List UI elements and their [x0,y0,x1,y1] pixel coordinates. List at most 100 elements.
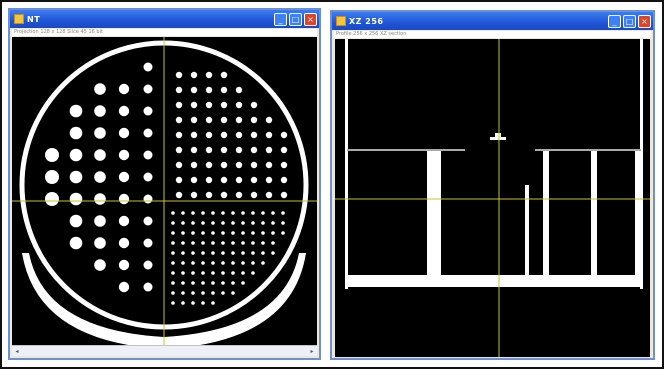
phantom-hole [205,146,213,154]
right-maximize-button[interactable]: □ [623,14,636,28]
phantom-hole [220,131,228,139]
phantom-hole [220,191,228,199]
phantom-hole [221,211,225,215]
phantom-hole [211,231,215,235]
phantom-hole [241,221,245,225]
phantom-hole [211,301,215,305]
phantom-hole [221,261,225,265]
phantom-hole [118,215,130,227]
right-minimize-button[interactable]: _ [608,14,621,28]
phantom-hole [171,221,175,225]
section-top-line-right [535,149,641,151]
phantom-hole [211,211,215,215]
phantom-hole [143,150,153,160]
phantom-hole [191,251,195,255]
phantom-hole [241,271,245,275]
section-baseline [345,275,643,287]
phantom-hole [171,261,175,265]
phantom-hole [94,237,106,249]
phantom-hole [143,216,153,226]
phantom-hole [251,231,255,235]
phantom-hole [250,176,258,184]
phantom-hole [235,116,243,124]
section-right-edge [640,39,643,289]
phantom-hole [191,221,195,225]
phantom-hole [250,116,258,124]
phantom-hole [69,148,83,162]
phantom-hole [211,241,215,245]
scroll-right-arrow-icon[interactable]: ▸ [310,347,314,355]
phantom-hole [235,86,243,94]
phantom-hole [231,281,235,285]
section-top-line-left [347,149,465,151]
phantom-hole [271,241,275,245]
section-image-view[interactable] [335,39,650,357]
phantom-hole [191,281,195,285]
phantom-hole [220,71,228,79]
right-status-line: Profile 256 x 256 XZ section [334,31,651,38]
phantom-hole [250,191,258,199]
phantom-image-view[interactable] [12,37,317,347]
phantom-hole [181,221,185,225]
phantom-hole [181,251,185,255]
left-title-bar[interactable]: NT _ □ × [10,10,319,28]
phantom-hole [69,214,83,228]
phantom-hole [271,221,275,225]
phantom-hole [221,291,225,295]
phantom-image-window[interactable]: NT _ □ × Projection 128 x 128 Slice 45 1… [8,8,321,360]
section-image [335,39,650,357]
phantom-hole [175,71,183,79]
phantom-hole [190,161,198,169]
phantom-hole [118,105,130,117]
phantom-hole [45,148,59,162]
phantom-hole [241,231,245,235]
left-close-button[interactable]: × [304,12,317,26]
right-title-bar[interactable]: XZ 256 _ □ × [332,12,653,30]
phantom-hole [250,161,258,169]
right-window-title: XZ 256 [349,16,384,26]
phantom-hole [235,191,243,199]
phantom-hole [205,161,213,169]
left-horizontal-scrollbar[interactable]: ◂ ▸ [12,345,317,356]
left-minimize-button[interactable]: _ [274,12,287,26]
phantom-hole [221,271,225,275]
phantom-hole [181,211,185,215]
phantom-hole [205,116,213,124]
phantom-hole-pattern [45,62,288,305]
section-image-window[interactable]: XZ 256 _ □ × Profile 256 x 256 XZ sectio… [330,10,655,360]
phantom-hole [235,161,243,169]
phantom-hole [94,83,106,95]
phantom-hole [261,261,265,265]
phantom-hole [280,161,288,169]
section-image-icon [336,16,346,26]
phantom-hole [201,251,205,255]
phantom-hole [171,211,175,215]
scroll-left-arrow-icon[interactable]: ◂ [15,347,19,355]
phantom-hole [220,161,228,169]
phantom-hole [143,84,153,94]
phantom-hole [171,251,175,255]
phantom-hole [181,301,185,305]
phantom-hole [201,291,205,295]
phantom-hole [271,231,275,235]
phantom-hole [94,105,106,117]
phantom-hole [69,192,83,206]
left-maximize-button[interactable]: □ [289,12,302,26]
section-top-marker [490,137,506,140]
phantom-hole [211,291,215,295]
phantom-hole [231,241,235,245]
phantom-hole [231,211,235,215]
phantom-hole [94,171,106,183]
phantom-hole [241,211,245,215]
phantom-hole [211,271,215,275]
phantom-hole [265,176,273,184]
phantom-hole [235,131,243,139]
phantom-hole [175,146,183,154]
right-close-button[interactable]: × [638,14,651,28]
phantom-hole [221,281,225,285]
phantom-hole [69,126,83,140]
phantom-hole [118,281,130,293]
phantom-hole [143,282,153,292]
phantom-hole [175,86,183,94]
phantom-hole [250,131,258,139]
